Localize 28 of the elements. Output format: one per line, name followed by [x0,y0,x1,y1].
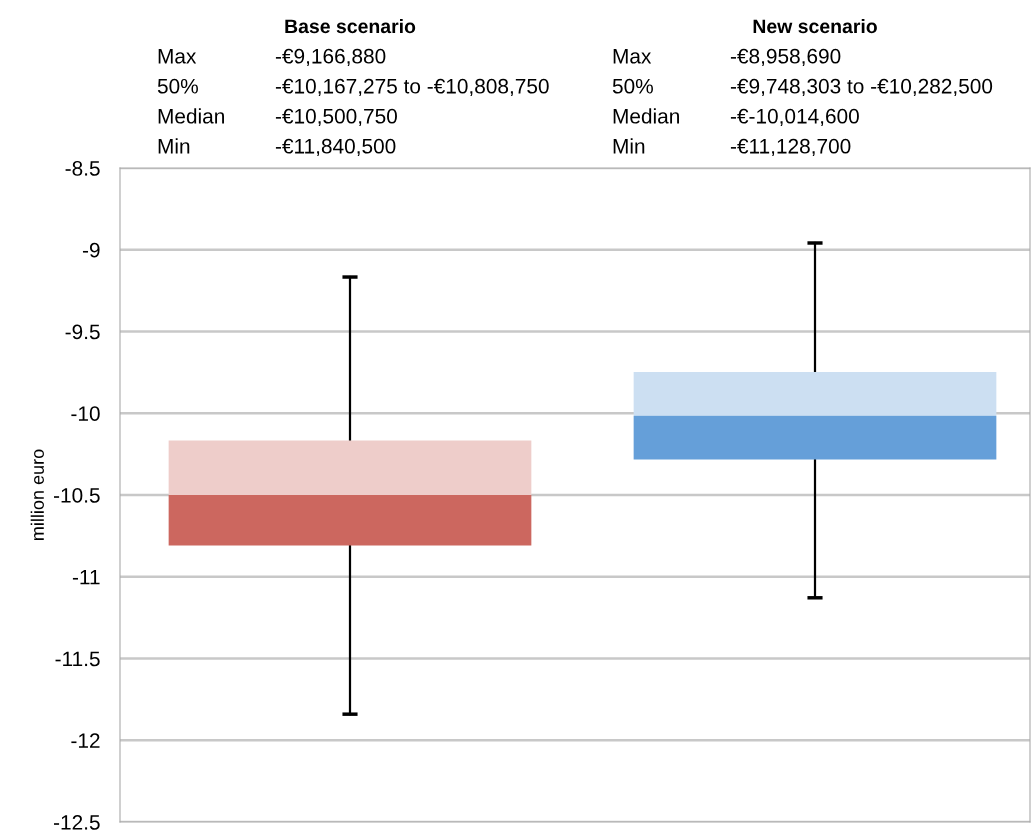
text: -€9,748,303 to -€10,282,500 [730,78,993,97]
y-tick-label: -11.5 [55,651,100,667]
text: Max [613,49,652,64]
x-tick-label: New scenario [753,18,877,34]
text: -€11,840,500 [275,138,396,157]
y-tick-label: -10.5 [54,488,100,503]
text: Median [158,108,224,124]
y-tick-label: -9 [82,242,100,258]
text: -€-10,014,600 [730,108,859,127]
text: -€10,500,750 [275,108,397,127]
text: -€10,167,275 to -€10,808,750 [275,78,549,97]
y-tick-label: -11 [72,569,100,585]
text: -€9,166,880 [275,48,386,67]
text: 50% [612,78,653,94]
text: 50% [157,78,198,94]
y-tick-label: -12.5 [54,815,100,830]
text: Min [613,138,645,154]
text: -€8,958,690 [730,48,841,67]
y-tick-label: -10 [71,406,100,421]
y-axis-title: million euro [30,449,44,540]
text: Min [158,138,190,154]
text: Median [613,108,679,124]
y-tick-label: -12 [71,733,100,748]
x-tick-label: Base scenario [285,18,416,34]
text: -€11,128,700 [730,138,851,157]
y-tick-label: -8.5 [65,161,100,176]
text: Max [158,49,197,64]
y-tick-label: -9.5 [65,324,100,340]
